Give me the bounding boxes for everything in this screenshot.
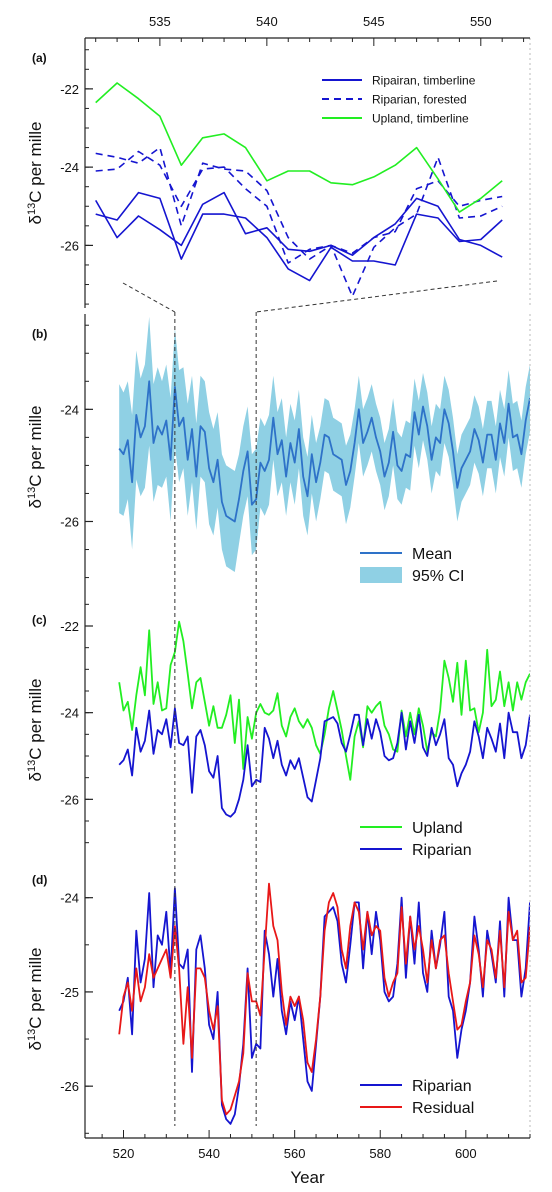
top-tick-label: 540 bbox=[256, 14, 278, 29]
y-tick-label: -25 bbox=[60, 985, 79, 1000]
series-line-upland-timberline bbox=[95, 82, 503, 213]
x-tick-label: 520 bbox=[113, 1146, 135, 1161]
guide-connector-right bbox=[256, 280, 498, 313]
y-axis-label-rest: C per mille bbox=[26, 406, 45, 487]
y-axis-label-delta: δ bbox=[26, 215, 45, 224]
x-tick-label: 560 bbox=[284, 1146, 306, 1161]
top-tick-label: 550 bbox=[470, 14, 492, 29]
y-axis-label: δ13C per mille bbox=[26, 679, 45, 782]
legend-swatch bbox=[360, 567, 402, 583]
x-tick-label: 600 bbox=[455, 1146, 477, 1161]
legend-c: Upland Riparian bbox=[360, 820, 472, 859]
y-axis-label-sup: 13 bbox=[26, 487, 38, 499]
y-axis-label: δ13C per mille bbox=[26, 122, 45, 225]
panel-b: -24 -26 (b) δ13C per mille Mean 95% CI bbox=[26, 314, 531, 600]
series-line-a-3 bbox=[95, 150, 503, 298]
y-tick-label: -24 bbox=[60, 891, 79, 906]
plot-area-c bbox=[118, 620, 530, 818]
y-axis-label: δ13C per mille bbox=[26, 406, 45, 509]
panel-label: (a) bbox=[32, 51, 47, 65]
x-tick-label: 580 bbox=[369, 1146, 391, 1161]
legend-a: Ripairan, timberline Riparian, forested Up… bbox=[322, 73, 476, 125]
legend-label: Mean bbox=[412, 546, 452, 563]
panel-label: (b) bbox=[32, 327, 47, 341]
plot-area-a bbox=[95, 82, 503, 298]
top-tick-label: 535 bbox=[149, 14, 171, 29]
y-axis-label-rest: C per mille bbox=[26, 948, 45, 1029]
y-axis-label-delta: δ bbox=[26, 499, 45, 508]
panel-a: -22 -24 -26 535 540 545 550 (a) δ13C per mille Ri… bbox=[26, 14, 531, 308]
series-line-riparian bbox=[118, 707, 530, 818]
legend-label: Upland bbox=[412, 820, 463, 837]
guide-connector-left bbox=[122, 282, 176, 313]
legend-label: Riparian bbox=[412, 1078, 472, 1095]
legend-label: Residual bbox=[412, 1100, 474, 1117]
zoom-guide-lines bbox=[122, 280, 498, 1126]
y-tick-label: -26 bbox=[60, 514, 79, 529]
y-axis-label-delta: δ bbox=[26, 1041, 45, 1050]
y-tick-label: -24 bbox=[60, 402, 79, 417]
y-tick-label: -26 bbox=[60, 792, 79, 807]
y-axis-label-rest: C per mille bbox=[26, 122, 45, 203]
legend-b: Mean 95% CI bbox=[360, 546, 464, 585]
x-axis-label: Year bbox=[290, 1168, 325, 1187]
y-axis-label-sup: 13 bbox=[26, 1029, 38, 1041]
plot-area-b bbox=[118, 316, 530, 572]
series-line-ripairan-timberline bbox=[95, 191, 503, 258]
panel-d: -24 -25 -26 520 540 560 580 600 Year (d) δ13C per … bbox=[26, 860, 531, 1187]
y-axis-label-sup: 13 bbox=[26, 760, 38, 772]
legend-label: 95% CI bbox=[412, 568, 464, 585]
legend-label: Upland, timberline bbox=[372, 111, 469, 125]
series-line-mean bbox=[118, 380, 530, 523]
y-axis-label-delta: δ bbox=[26, 772, 45, 781]
panel-c: -22 -24 -26 (c) δ13C per mille Upland Riparian bbox=[26, 600, 531, 860]
y-axis-label-rest: C per mille bbox=[26, 679, 45, 760]
series-line-residual bbox=[118, 882, 530, 1116]
plot-area-d bbox=[118, 882, 530, 1125]
y-tick-label: -22 bbox=[60, 82, 79, 97]
x-tick-label: 540 bbox=[198, 1146, 220, 1161]
y-tick-label: -22 bbox=[60, 619, 79, 634]
y-axis-label: δ13C per mille bbox=[26, 948, 45, 1051]
series-line-upland bbox=[118, 620, 530, 781]
y-axis-label-sup: 13 bbox=[26, 203, 38, 215]
legend-d: Riparian Residual bbox=[360, 1078, 474, 1117]
series-line-riparian bbox=[118, 887, 530, 1125]
ci-band bbox=[119, 316, 530, 572]
top-tick-label: 545 bbox=[363, 14, 385, 29]
legend-label: Ripairan, timberline bbox=[372, 73, 476, 87]
panel-label: (d) bbox=[32, 873, 47, 887]
legend-label: Riparian, forested bbox=[372, 92, 467, 106]
y-tick-label: -24 bbox=[60, 706, 79, 721]
y-tick-label: -26 bbox=[60, 1079, 79, 1094]
panel-label: (c) bbox=[32, 613, 47, 627]
series-line-a-1 bbox=[95, 191, 503, 282]
y-tick-label: -26 bbox=[60, 238, 79, 253]
y-tick-label: -24 bbox=[60, 160, 79, 175]
legend-label: Riparian bbox=[412, 842, 472, 859]
